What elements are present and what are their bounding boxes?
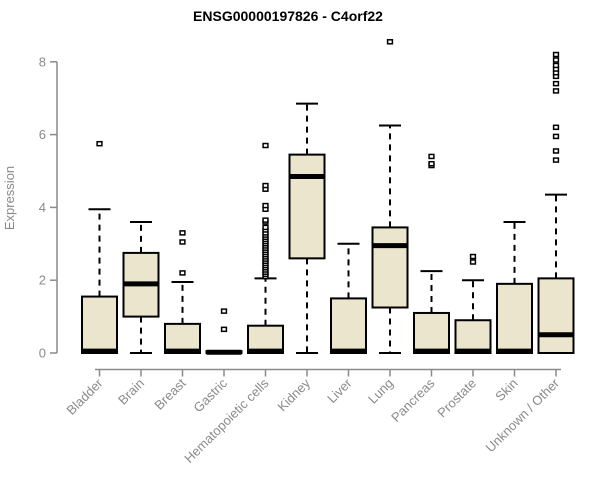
outlier-point: [552, 88, 560, 94]
chart-title: ENSG00000197826 - C4orf22: [193, 8, 383, 24]
iqr-box: [288, 153, 326, 260]
outlier-point: [552, 80, 560, 87]
boxplot-kidney: [288, 102, 326, 354]
outlier-point: [469, 253, 477, 260]
outlier-point: [179, 239, 186, 245]
x-category-label-liver: Liver: [324, 375, 355, 406]
boxplot-lung: [371, 39, 409, 354]
outlier-point: [428, 160, 435, 167]
x-category-label-brain: Brain: [115, 376, 147, 408]
iqr-box: [537, 277, 575, 355]
x-category-label-breast: Breast: [151, 375, 188, 412]
boxplot-gastric: [205, 308, 243, 355]
outlier-point: [552, 148, 560, 154]
iqr-box: [496, 282, 533, 354]
y-tick-label: 8: [39, 54, 46, 69]
x-category-label-prostate: Prostate: [434, 376, 479, 421]
outlier-point: [552, 57, 560, 63]
outlier-point: [552, 133, 560, 140]
outlier-point: [552, 51, 560, 58]
iqr-box: [413, 311, 450, 354]
outlier-point: [386, 39, 394, 45]
iqr-box: [164, 322, 201, 355]
boxes-layer: [81, 39, 575, 355]
x-category-label-bladder: Bladder: [63, 375, 106, 418]
iqr-box: [81, 295, 118, 354]
y-tick-label: 2: [39, 273, 46, 288]
outlier-point: [428, 153, 435, 160]
x-category-label-lung: Lung: [365, 376, 396, 407]
iqr-box: [330, 297, 367, 354]
iqr-box: [371, 226, 409, 309]
boxplot-brain: [122, 220, 160, 354]
x-category-label-skin: Skin: [492, 376, 520, 404]
iqr-box: [454, 319, 492, 354]
boxplot-skin: [496, 220, 533, 354]
x-category-label-unknown-other: Unknown / Other: [483, 375, 563, 455]
outlier-point: [262, 202, 269, 209]
outlier-point: [220, 326, 228, 333]
y-tick-label: 6: [39, 127, 46, 142]
boxplot-hematopoietic-cells: [247, 142, 284, 355]
boxplot-bladder: [81, 140, 118, 354]
y-tick-label: 0: [39, 346, 46, 361]
outlier-point: [552, 157, 560, 163]
outlier-point: [552, 124, 560, 131]
boxplot-liver: [330, 242, 367, 354]
boxplot-unknown-other: [537, 51, 575, 355]
boxplot-pancreas: [413, 153, 450, 354]
outlier-point: [220, 308, 228, 314]
y-axis-title: Expression: [2, 166, 17, 230]
outlier-point: [262, 182, 269, 189]
x-category-label-gastric: Gastric: [190, 375, 230, 415]
outlier-point: [96, 140, 103, 147]
outlier-point: [262, 224, 269, 231]
x-category-label-kidney: Kidney: [274, 375, 313, 414]
outlier-point: [552, 62, 560, 69]
outlier-point: [262, 142, 269, 149]
outlier-point: [179, 230, 186, 236]
boxplot-prostate: [454, 253, 492, 354]
y-tick-label: 4: [39, 200, 46, 215]
x-category-label-pancreas: Pancreas: [388, 375, 438, 425]
outlier-point: [262, 217, 269, 223]
outlier-point: [469, 259, 477, 265]
outlier-point: [179, 270, 186, 276]
iqr-box: [247, 324, 284, 355]
boxplot-breast: [164, 230, 201, 355]
